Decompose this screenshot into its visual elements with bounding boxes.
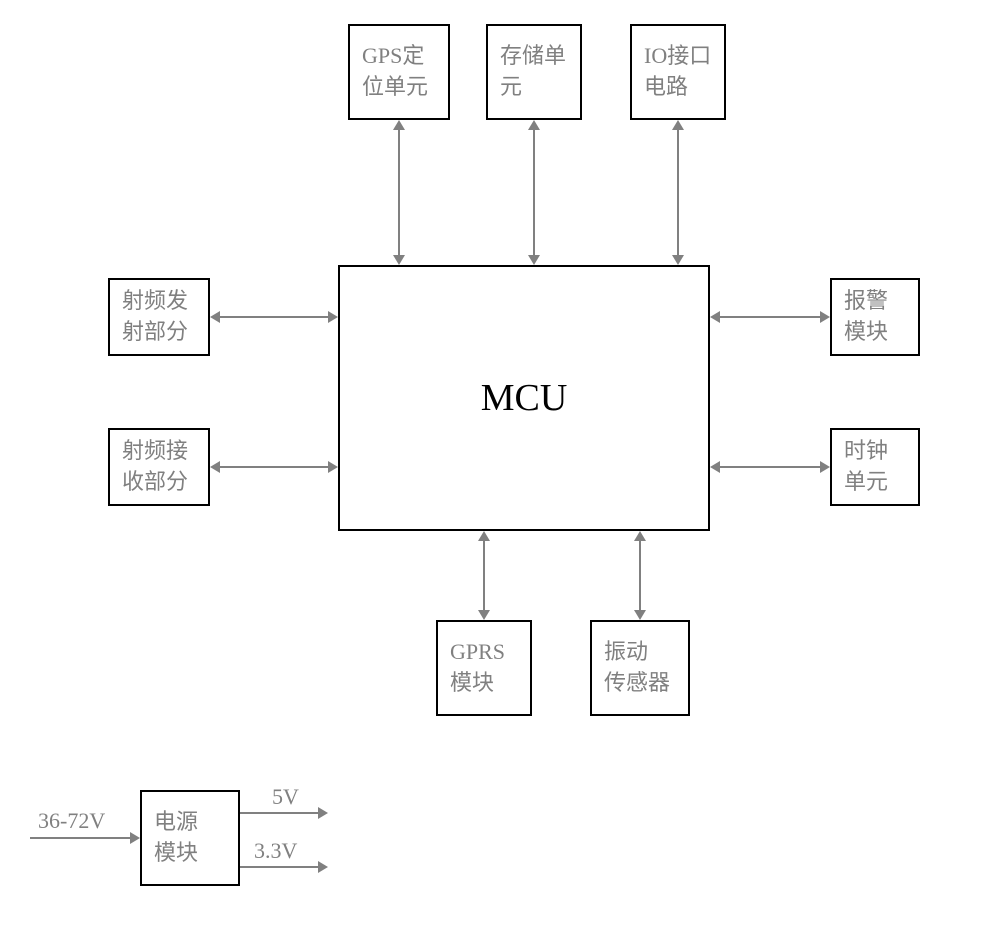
storage-line1: 存储单 [500, 41, 566, 72]
rf-tx-block: 射频发 射部分 [108, 278, 210, 356]
alarm-line1: 报警 [844, 286, 888, 317]
arrow-power-5v [240, 812, 318, 814]
storage-line2: 元 [500, 72, 522, 103]
arrow-rfrx-left-icon [210, 461, 220, 473]
power-line1: 电源 [154, 807, 198, 838]
clock-block: 时钟 单元 [830, 428, 920, 506]
alarm-line2: 模块 [844, 317, 888, 348]
storage-block: 存储单 元 [486, 24, 582, 120]
arrow-gps-up-icon [393, 120, 405, 130]
arrow-storage-mcu [533, 130, 535, 255]
alarm-block: 报警 模块 [830, 278, 920, 356]
arrow-gps-mcu [398, 130, 400, 255]
power-block: 电源 模块 [140, 790, 240, 886]
gps-line1: GPS定 [362, 41, 424, 72]
rf-tx-line2: 射部分 [122, 317, 188, 348]
arrow-power-3v3 [240, 866, 318, 868]
vibration-line1: 振动 [604, 637, 648, 668]
arrow-gprs-up-icon [478, 531, 490, 541]
arrow-gprs-down-icon [478, 610, 490, 620]
arrow-alarm-right-icon [820, 311, 830, 323]
arrow-rftx-mcu [220, 316, 328, 318]
gprs-line2: 模块 [450, 668, 494, 699]
gps-block: GPS定 位单元 [348, 24, 450, 120]
clock-line2: 单元 [844, 467, 888, 498]
arrow-rftx-left-icon [210, 311, 220, 323]
rf-tx-line1: 射频发 [122, 286, 188, 317]
gps-line2: 位单元 [362, 72, 428, 103]
arrow-power-3v3-right-icon [318, 861, 328, 873]
arrow-rfrx-right-icon [328, 461, 338, 473]
arrow-io-mcu [677, 130, 679, 255]
arrow-storage-down-icon [528, 255, 540, 265]
arrow-io-up-icon [672, 120, 684, 130]
vibration-line2: 传感器 [604, 668, 670, 699]
arrow-clock-mcu [720, 466, 820, 468]
mcu-block: MCU [338, 265, 710, 531]
arrow-storage-up-icon [528, 120, 540, 130]
arrow-io-down-icon [672, 255, 684, 265]
power-3v3-label: 3.3V [254, 838, 297, 864]
power-line2: 模块 [154, 838, 198, 869]
io-block: IO接口 电路 [630, 24, 726, 120]
mcu-label: MCU [481, 376, 568, 420]
arrow-vibration-mcu [639, 541, 641, 610]
arrow-rftx-right-icon [328, 311, 338, 323]
io-line2: 电路 [644, 72, 688, 103]
arrow-gprs-mcu [483, 541, 485, 610]
rf-rx-block: 射频接 收部分 [108, 428, 210, 506]
arrow-power-input [30, 837, 130, 839]
arrow-alarm-left-icon [710, 311, 720, 323]
power-5v-label: 5V [272, 784, 299, 810]
rf-rx-line1: 射频接 [122, 436, 188, 467]
arrow-rfrx-mcu [220, 466, 328, 468]
arrow-vibration-up-icon [634, 531, 646, 541]
gprs-line1: GPRS [450, 637, 505, 668]
arrow-alarm-mcu [720, 316, 820, 318]
io-line1: IO接口 [644, 41, 711, 72]
arrow-vibration-down-icon [634, 610, 646, 620]
rf-rx-line2: 收部分 [122, 467, 188, 498]
power-input-label: 36-72V [38, 808, 105, 834]
arrow-power-5v-right-icon [318, 807, 328, 819]
arrow-power-input-right-icon [130, 832, 140, 844]
clock-line1: 时钟 [844, 436, 888, 467]
gprs-block: GPRS 模块 [436, 620, 532, 716]
arrow-gps-down-icon [393, 255, 405, 265]
vibration-block: 振动 传感器 [590, 620, 690, 716]
arrow-clock-left-icon [710, 461, 720, 473]
arrow-clock-right-icon [820, 461, 830, 473]
